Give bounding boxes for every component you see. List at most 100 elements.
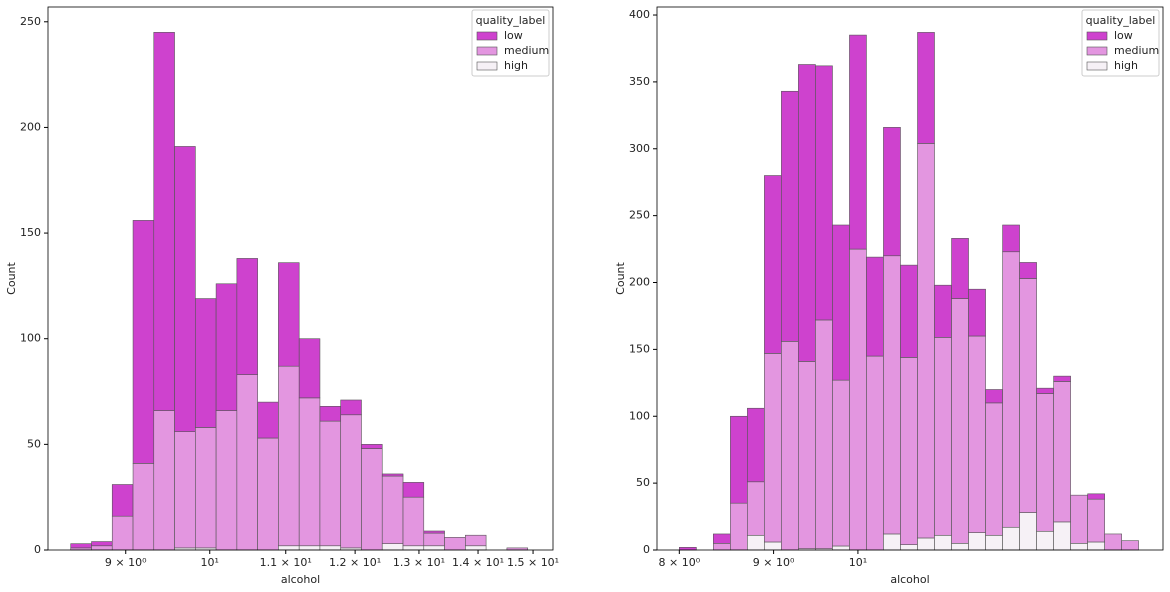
y-tick-label: 50 xyxy=(27,437,41,450)
histogram-bar xyxy=(91,541,113,547)
histogram-bar xyxy=(319,420,342,547)
histogram-bar xyxy=(1070,543,1088,551)
histogram-bar xyxy=(968,288,986,337)
x-tick-label: 1.1 × 10¹ xyxy=(260,556,312,569)
x-tick-label: 10¹ xyxy=(201,556,219,569)
histogram-bar xyxy=(832,224,850,381)
y-tick-label: 0 xyxy=(643,543,650,556)
histogram-bar xyxy=(1019,278,1037,513)
histogram-bar xyxy=(781,341,799,551)
histogram-bar xyxy=(968,335,986,533)
legend-label: high xyxy=(504,59,528,72)
y-tick-label: 400 xyxy=(629,8,650,21)
histogram-bar xyxy=(423,545,445,551)
legend-swatch xyxy=(476,46,498,56)
histogram-bar xyxy=(132,220,155,464)
histogram-bar xyxy=(1019,512,1037,551)
histogram-bar xyxy=(1087,541,1105,551)
histogram-bar xyxy=(361,444,383,449)
histogram-bar xyxy=(236,374,258,551)
histogram-bar xyxy=(278,262,300,367)
histogram-bar xyxy=(934,337,952,536)
y-tick-label: 100 xyxy=(629,409,650,422)
histogram-bar xyxy=(257,437,279,551)
histogram-bar xyxy=(1104,533,1122,551)
histogram-bar xyxy=(866,355,884,551)
y-tick-label: 100 xyxy=(20,332,41,345)
y-tick-label: 200 xyxy=(20,120,41,133)
axes-frame xyxy=(47,6,554,551)
histogram-bar xyxy=(730,415,748,504)
histogram-bar xyxy=(900,264,918,358)
x-tick-label: 1.3 × 10¹ xyxy=(393,556,445,569)
histogram-bar xyxy=(815,319,833,549)
histogram-bar xyxy=(679,547,697,551)
histogram-bar xyxy=(985,534,1003,551)
histogram-bar xyxy=(1036,530,1054,551)
histogram-bar xyxy=(465,545,487,551)
histogram-bar xyxy=(132,463,155,551)
legend-label: low xyxy=(1114,29,1133,42)
histogram-bar xyxy=(713,543,731,551)
histogram-bar xyxy=(257,401,279,439)
histogram-bar xyxy=(1036,393,1054,532)
histogram-bar xyxy=(1087,493,1105,500)
histogram-bar xyxy=(423,532,445,547)
histogram-bar xyxy=(832,379,850,547)
legend-swatch xyxy=(476,31,498,41)
x-tick-label: 8 × 10⁰ xyxy=(659,556,701,569)
histogram-bar xyxy=(883,255,901,535)
histogram-bar xyxy=(917,537,935,551)
x-axis-label: alcohol xyxy=(890,573,929,586)
histogram-bar xyxy=(883,533,901,551)
x-tick-label: 10¹ xyxy=(849,556,867,569)
histogram-bar xyxy=(917,32,935,144)
histogram-bar xyxy=(1053,521,1071,551)
histogram-bar xyxy=(70,543,92,549)
histogram-bar xyxy=(934,284,952,338)
histogram-bar xyxy=(798,64,816,362)
y-axis-label: Count xyxy=(5,261,18,294)
histogram-bar xyxy=(381,473,404,477)
histogram-bar xyxy=(1002,224,1020,253)
histogram-bar xyxy=(934,534,952,551)
histogram-bar xyxy=(747,534,765,551)
histogram-bar xyxy=(402,482,425,498)
histogram-bar xyxy=(1121,540,1139,551)
x-tick-label: 9 × 10⁰ xyxy=(105,556,147,569)
y-tick-label: 250 xyxy=(629,209,650,222)
legend-swatch xyxy=(476,61,498,71)
x-axis-label: alcohol xyxy=(281,573,320,586)
histogram-bar xyxy=(298,397,321,547)
histogram-bar xyxy=(340,414,362,549)
histogram-bar xyxy=(174,146,196,432)
histogram-bar xyxy=(465,534,487,547)
histogram-bar xyxy=(298,338,321,399)
histogram-bar xyxy=(849,34,867,250)
histogram-bar xyxy=(798,361,816,549)
histogram-bar xyxy=(91,545,113,551)
legend-label: medium xyxy=(1114,44,1159,57)
histogram-bar xyxy=(278,365,300,547)
histogram-bar xyxy=(747,407,765,483)
histogram-bar xyxy=(215,283,238,411)
legend-title: quality_label xyxy=(476,14,546,27)
histogram-bar xyxy=(815,65,833,321)
histogram-bar xyxy=(781,90,799,342)
histogram-bar xyxy=(1019,262,1037,279)
legend-box xyxy=(471,9,550,77)
histogram-bar xyxy=(985,402,1003,536)
histogram-bar xyxy=(444,537,466,551)
histogram-bar xyxy=(1002,251,1020,528)
histogram-bar xyxy=(764,353,782,543)
histogram-bar xyxy=(917,143,935,539)
y-axis-label: Count xyxy=(614,261,627,294)
histogram-bar xyxy=(951,238,969,299)
y-tick-label: 150 xyxy=(629,342,650,355)
histogram-bar xyxy=(298,545,321,551)
histogram-bar xyxy=(883,127,901,257)
legend-label: high xyxy=(1114,59,1138,72)
histogram-bar xyxy=(111,484,134,517)
histogram-bar xyxy=(340,399,362,416)
